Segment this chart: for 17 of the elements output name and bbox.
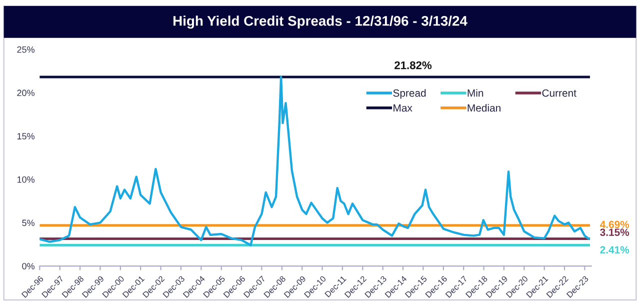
- y-tick-label: 25%: [17, 46, 34, 53]
- y-tick-label: 10%: [17, 176, 34, 183]
- legend-label: Median: [468, 104, 500, 112]
- y-tick-label: 15%: [17, 133, 34, 140]
- y-tick-label: 20%: [17, 90, 34, 96]
- annotation: 3.15%: [600, 228, 630, 236]
- chart-title: High Yield Credit Spreads - 12/31/96 - 3/13/24: [173, 16, 468, 29]
- legend-label: Min: [468, 89, 484, 97]
- annotation: 21.82%: [394, 61, 432, 70]
- annotation: 2.41%: [600, 246, 630, 254]
- y-tick-label: 0%: [22, 263, 34, 270]
- y-tick-label: 5%: [22, 220, 34, 226]
- legend-label: Current: [542, 89, 576, 97]
- annotation: 4.69%: [600, 220, 630, 228]
- legend-label: Max: [394, 104, 412, 112]
- legend-label: Spread: [393, 89, 426, 99]
- line-series: [40, 76, 590, 246]
